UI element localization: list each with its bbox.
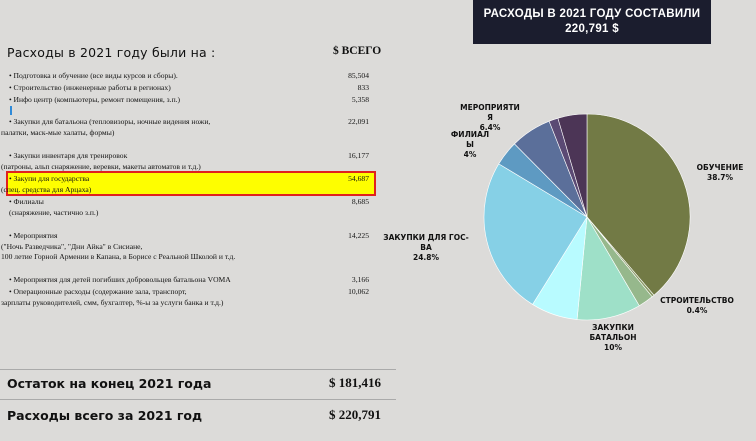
pie-slice <box>557 113 588 218</box>
pie-slice <box>483 163 588 305</box>
expense-value: 8,685 <box>351 197 369 206</box>
expense-label: • Операционные расходы (содержание зала,… <box>9 287 187 296</box>
expense-label: • Закупки для батальона (тепловизоры, но… <box>9 117 211 126</box>
pie-slice-label: ЗАКУПКИ ДЛЯ ГОС- <box>383 233 468 242</box>
divider <box>0 399 396 400</box>
pie-slice <box>586 113 691 296</box>
expense-label-detail: (патроны, альп снаряжение, веревки, маке… <box>1 161 201 171</box>
balance-label: Остаток на конец 2021 года <box>7 376 212 391</box>
expense-label-detail: зарплаты руководителей, смм, бухгалтер, … <box>1 297 224 307</box>
total-banner: РАСХОДЫ В 2021 ГОДУ СОСТАВИЛИ 220,791 $ <box>473 0 711 44</box>
pie-slice-label: ЗАКУПКИ <box>592 323 634 332</box>
pie-slice-label: 6.4% <box>480 123 501 132</box>
total-spent-value: $ 220,791 <box>329 407 381 422</box>
pie-slice-label: Я <box>487 113 493 122</box>
expense-row: • Мероприятия ("Ночь Разведчика", "Дни А… <box>1 231 369 263</box>
expense-row: • Мероприятия для детей погибших доброво… <box>9 275 369 286</box>
expense-label: • Мероприятия для детей погибших доброво… <box>9 275 231 284</box>
expense-row: • Строительство (инженерные работы в рег… <box>9 83 369 94</box>
banner-line-1: РАСХОДЫ В 2021 ГОДУ СОСТАВИЛИ <box>483 8 701 20</box>
expense-value: 54,687 <box>348 174 369 183</box>
expense-label: • Закупки инвентаря для тренировок <box>9 151 128 160</box>
expense-value: 22,091 <box>348 117 369 126</box>
pie-slice-label: ФИЛИАЛ <box>451 130 489 139</box>
expense-label: • Инфо центр (компьютеры, ремонт помещен… <box>9 95 181 104</box>
expense-value: 14,225 <box>348 231 369 240</box>
expense-label: • Мероприятия <box>9 231 58 240</box>
pie-slice-label: МЕРОПРИЯТИ <box>460 103 520 112</box>
expense-row: • Операционные расходы (содержание зала,… <box>1 287 369 308</box>
expense-label: • Филиалы <box>9 197 44 206</box>
expense-label-detail: 100 летие Горной Армении в Капана, в Бор… <box>1 252 236 261</box>
pie-slice-label: 24.8% <box>413 253 440 262</box>
expense-value: 10,062 <box>348 287 369 296</box>
expense-label-detail: палатки, маск-мые халаты, формы) <box>1 127 115 137</box>
expense-row: • Подготовка и обучение (все виды курсов… <box>9 71 369 82</box>
pie-slice-label: БАТАЛЬОН <box>589 333 636 342</box>
blue-marker <box>10 106 12 115</box>
total-spent-label: Расходы всего за 2021 год <box>7 408 203 423</box>
expense-row: • Инфо центр (компьютеры, ремонт помещен… <box>9 95 369 106</box>
expense-label-detail: ("Ночь Разведчика", "Дни Айка" в Сисиане… <box>1 241 143 251</box>
expense-row: • Закупки для батальона (тепловизоры, но… <box>1 117 369 138</box>
banner-line-2: 220,791 $ <box>565 23 619 35</box>
pie-slice-label: 10% <box>604 343 622 352</box>
expense-value: 85,504 <box>348 71 369 80</box>
expense-value: 3,166 <box>351 275 369 284</box>
pie-slice-label: СТРОИТЕЛЬСТВО <box>660 296 734 305</box>
pie-slice-label: 4% <box>464 150 477 159</box>
divider <box>0 369 396 370</box>
expense-label: • Подготовка и обучение (все виды курсов… <box>9 71 178 80</box>
pie-slice-label: Ы <box>466 140 474 149</box>
list-title: Расходы в 2021 году были на : <box>7 45 216 60</box>
expense-label-detail: (снаряжение, частично з.п.) <box>9 207 99 217</box>
pie-slice-label: 38.7% <box>707 173 734 182</box>
pie-slice-label: ВА <box>420 243 432 252</box>
pie-slice-label: 0.4% <box>687 306 708 315</box>
pie-slice-label: ОБУЧЕНИЕ <box>697 163 744 172</box>
expense-value: 16,177 <box>348 151 369 160</box>
expense-label-detail: (спец. средства для Арцаха) <box>1 184 92 194</box>
expense-label: • Строительство (инженерные работы в рег… <box>9 83 171 92</box>
expense-row: • Филиалы (снаряжение, частично з.п.) 8,… <box>9 197 369 218</box>
balance-value: $ 181,416 <box>329 375 381 390</box>
expense-value: 5,358 <box>351 95 369 104</box>
expense-value: 833 <box>357 83 369 92</box>
column-header-total: $ ВСЕГО <box>333 45 382 57</box>
expense-row: • Закупки инвентаря для тренировок (патр… <box>1 151 369 172</box>
expense-row-highlighted: • Закупи для государства (спец. средства… <box>1 174 369 195</box>
highlight-box <box>6 171 376 196</box>
expense-label: • Закупи для государства <box>9 174 90 183</box>
